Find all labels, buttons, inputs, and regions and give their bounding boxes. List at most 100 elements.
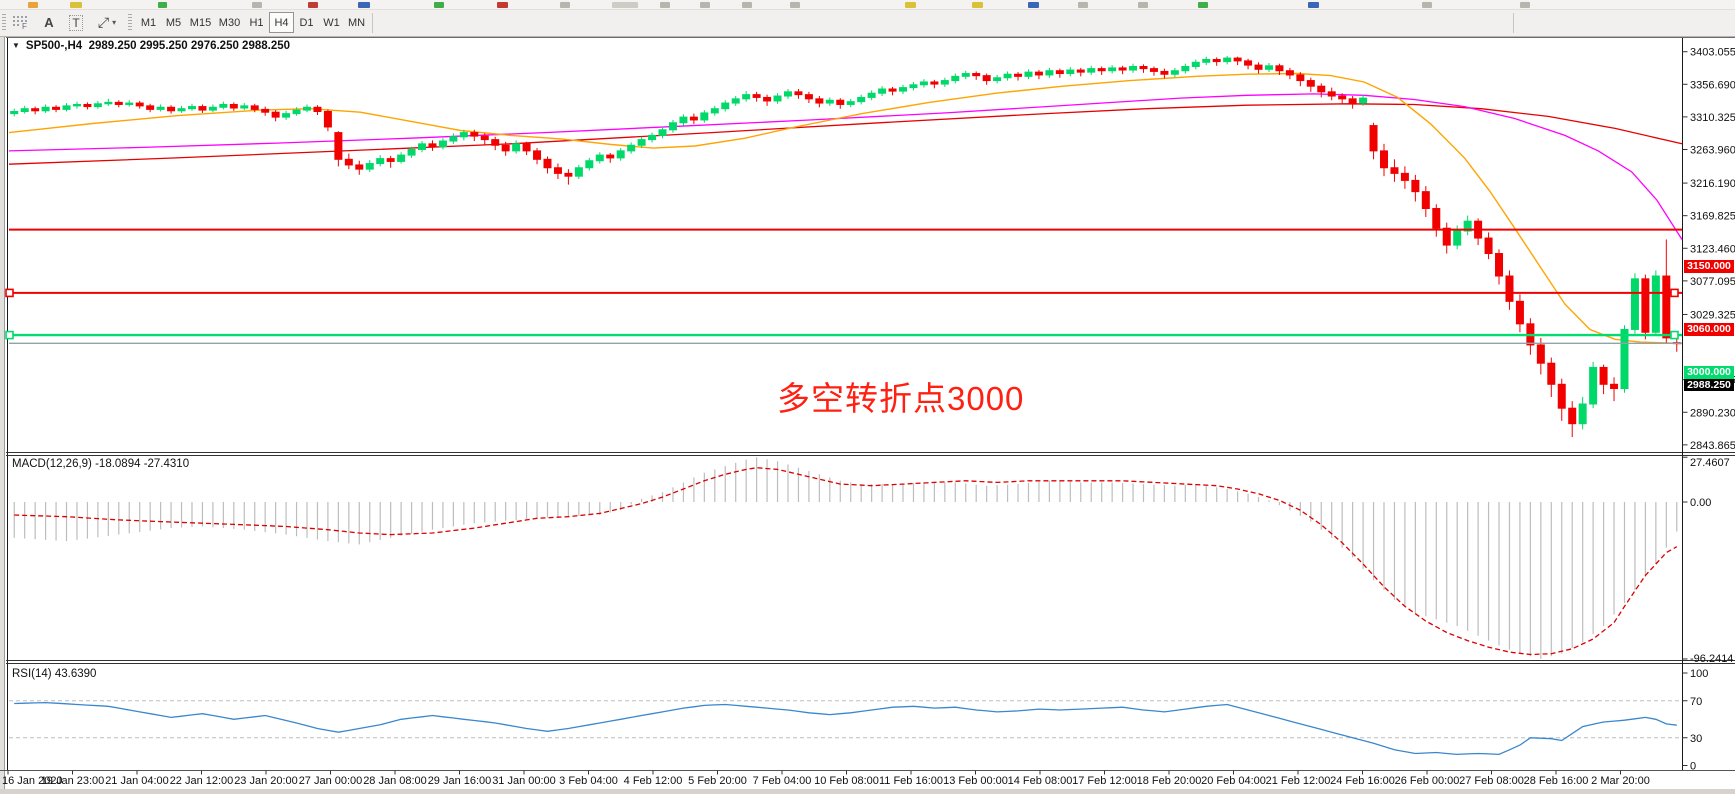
hline-handle[interactable] <box>5 330 14 340</box>
timeframe-button-M30[interactable]: M30 <box>218 17 241 29</box>
macd-pane <box>13 457 1678 659</box>
candle-down <box>972 73 981 77</box>
candle-down <box>334 132 343 160</box>
candle-up <box>1108 67 1117 72</box>
candle-down <box>323 111 332 128</box>
candle-down <box>167 106 176 112</box>
svg-text:21 Jan 04:00: 21 Jan 04:00 <box>105 775 169 787</box>
candle-down <box>1421 191 1430 210</box>
clipped-toolbar-icon <box>1308 2 1319 8</box>
candle-up <box>512 143 521 152</box>
price-badge-3150: 3150.000 <box>1684 260 1734 273</box>
timeframe-button-D1[interactable]: D1 <box>299 17 314 29</box>
candle-down <box>491 139 500 146</box>
chart-dropdown-icon[interactable]: ▼ <box>12 41 20 50</box>
candle-down <box>930 81 939 85</box>
chart-toolbar: F A T ⤢ ▾ M1 M5 M15 M30 H1 H4 D1 W1 MN <box>0 10 1735 37</box>
candle-down <box>1160 70 1169 75</box>
candle-up <box>72 103 81 107</box>
candle-down <box>1327 91 1336 97</box>
arrow-objects-icon[interactable]: ⤢ ▾ <box>97 14 117 30</box>
candle-up <box>397 154 406 162</box>
annotation-letter-icon[interactable]: A <box>44 15 54 30</box>
svg-text:28 Jan 08:00: 28 Jan 08:00 <box>363 775 427 787</box>
clipped-toolbar-icon <box>660 2 670 8</box>
candle-up <box>1359 97 1368 104</box>
candle-down <box>261 108 270 113</box>
clipped-toolbar-icon <box>700 2 710 8</box>
candle-down <box>1495 253 1504 277</box>
chart-window[interactable]: 3403.055 3356.690 3310.325 3263.960 3216.190… <box>0 37 1735 794</box>
candle-down <box>1317 85 1326 93</box>
candle-up <box>418 143 427 150</box>
rsi-line <box>14 701 1677 756</box>
timeframe-button-M5[interactable]: M5 <box>165 17 182 29</box>
toolbar-grip[interactable] <box>128 14 132 32</box>
text-annotation[interactable]: 多空转折点3000 <box>777 380 1025 417</box>
candle-down <box>1076 69 1085 73</box>
candle-down <box>480 135 489 141</box>
grid-properties-icon[interactable]: F <box>8 12 34 33</box>
clipped-toolbar-icon <box>1028 2 1039 8</box>
candle-up <box>1181 66 1190 72</box>
candle-up <box>616 150 625 159</box>
candle-up <box>1087 68 1096 73</box>
candle-up <box>104 101 113 105</box>
candle-up <box>1589 366 1598 405</box>
toolbar-separator <box>372 13 373 33</box>
candle-down <box>804 94 813 100</box>
candle-down <box>1285 70 1294 76</box>
price-scale[interactable]: 3403.055 3356.690 3310.325 3263.960 3216.190… <box>1682 47 1735 773</box>
candle-down <box>1547 362 1556 385</box>
chart-title[interactable]: ▼ SP500-,H4 2989.250 2995.250 2976.250 29… <box>12 40 290 52</box>
timeframe-button-M1[interactable]: M1 <box>140 17 157 29</box>
candle-up <box>219 103 228 108</box>
clipped-toolbar-icon <box>1078 2 1088 8</box>
candle-up <box>41 106 50 112</box>
svg-text:7 Feb 04:00: 7 Feb 04:00 <box>753 775 812 787</box>
candle-up <box>742 94 751 100</box>
candle-down <box>1034 71 1043 76</box>
hline-handle[interactable] <box>5 288 14 298</box>
candle-down <box>1275 65 1284 72</box>
svg-text:31 Jan 00:00: 31 Jan 00:00 <box>492 775 556 787</box>
candle-down <box>1348 98 1357 104</box>
clipped-toolbar-icon <box>1138 2 1148 8</box>
candle-down <box>1244 60 1253 66</box>
candle-down <box>52 106 61 110</box>
timeframe-button-H1[interactable]: H1 <box>249 17 264 29</box>
candle-down <box>1662 275 1671 339</box>
timeframe-button-M15[interactable]: M15 <box>189 17 212 29</box>
text-label-icon[interactable]: T <box>64 12 88 33</box>
current-price-badge: 2988.250 <box>1684 378 1734 391</box>
candle-down <box>271 111 280 118</box>
timeframe-button-H4[interactable]: H4 <box>269 12 294 33</box>
timeframe-button-W1[interactable]: W1 <box>323 17 340 29</box>
candle-down <box>1055 70 1064 75</box>
candle-down <box>1149 68 1158 72</box>
price-chart-canvas[interactable]: 3403.055 3356.690 3310.325 3263.960 3216.190… <box>0 37 1735 794</box>
candle-down <box>888 88 897 92</box>
timeframe-button-MN[interactable]: MN <box>347 17 366 29</box>
candle-up <box>1453 230 1462 246</box>
candle-up <box>1202 58 1211 63</box>
candle-down <box>1641 278 1650 333</box>
svg-text:4 Feb 12:00: 4 Feb 12:00 <box>624 775 683 787</box>
candle-up <box>773 95 782 102</box>
candle-up <box>187 106 196 110</box>
hline-handle[interactable] <box>1670 330 1679 340</box>
svg-text:24 Feb 16:00: 24 Feb 16:00 <box>1330 775 1395 787</box>
clipped-toolbar-icon <box>972 2 983 8</box>
candle-up <box>585 160 594 169</box>
hline-handle[interactable] <box>1670 288 1679 298</box>
candle-up <box>658 129 667 136</box>
pane-borders <box>0 37 1735 794</box>
candle-up <box>303 106 312 111</box>
svg-text:3403.055: 3403.055 <box>1690 47 1735 59</box>
candle-down <box>763 96 772 102</box>
toolbar-grip[interactable] <box>2 14 6 32</box>
candle-down <box>1610 383 1619 390</box>
svg-text:27.4607: 27.4607 <box>1690 457 1730 469</box>
candles <box>10 55 1681 438</box>
